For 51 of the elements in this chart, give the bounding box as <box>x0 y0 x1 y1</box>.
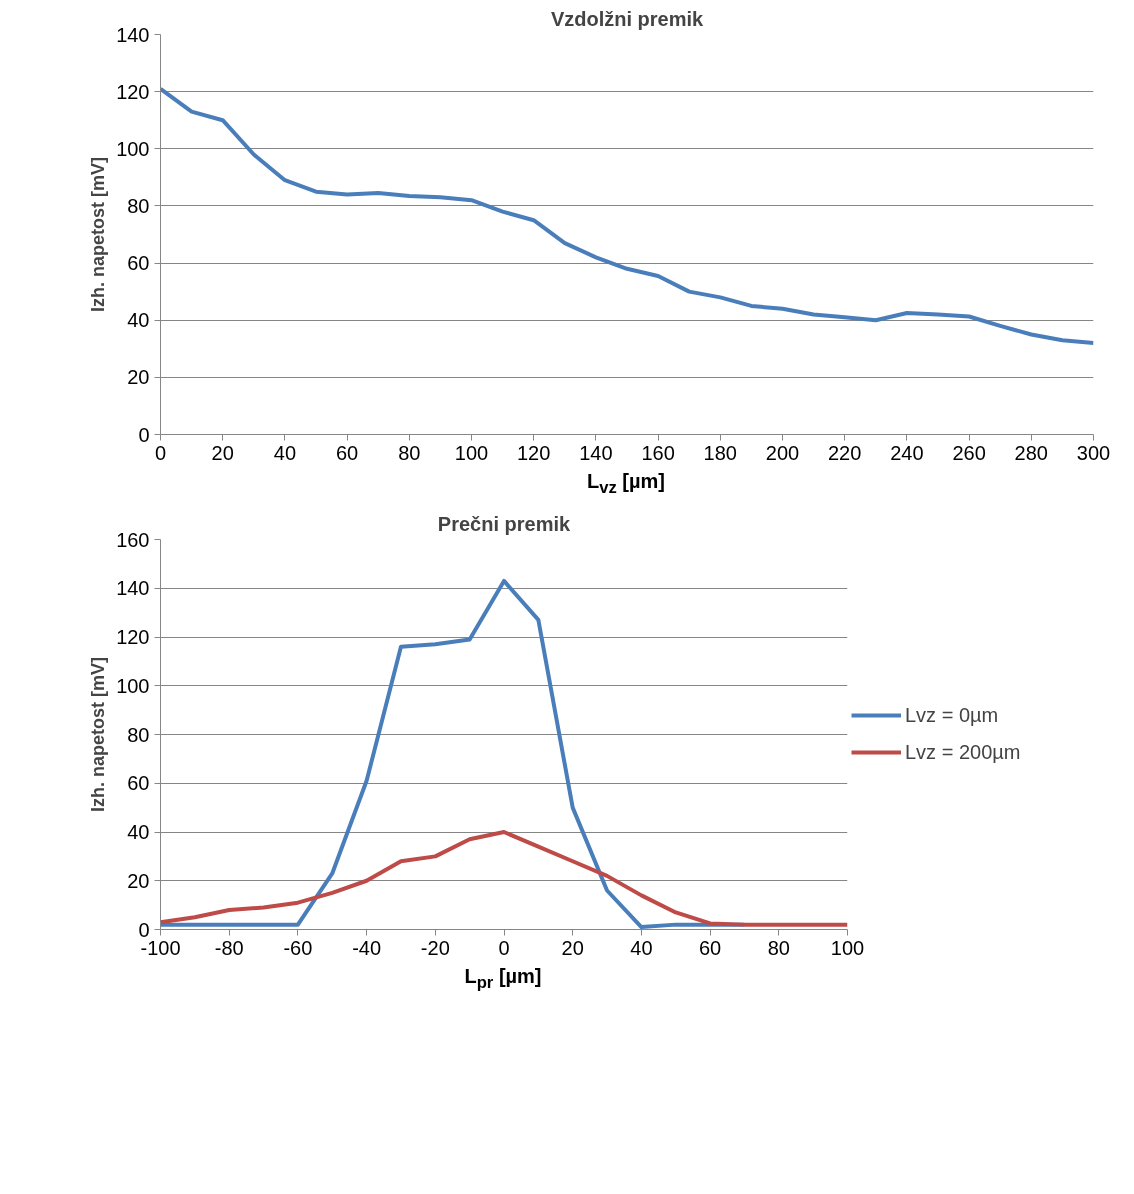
x-tick-label: -20 <box>420 936 450 959</box>
y-tick-label: 60 <box>127 252 150 275</box>
y-tick-label: 140 <box>116 23 150 46</box>
x-tick-label: 20 <box>211 441 234 464</box>
line-series <box>160 86 1094 346</box>
x-tick-label: 300 <box>1076 441 1111 464</box>
x-axis-title: L$_{pr}$ [µm] <box>463 963 543 994</box>
x-tick-label: 160 <box>641 441 675 464</box>
y-tick-label: 40 <box>127 820 150 843</box>
y-tick-label: 0 <box>138 423 150 446</box>
x-tick-label: 120 <box>517 441 551 464</box>
x-tick-label: -40 <box>352 936 382 959</box>
chart-title: Vzdolžni premik <box>550 7 704 30</box>
y-tick-label: 120 <box>116 80 150 103</box>
y-tick-label: 140 <box>116 577 150 600</box>
x-tick-label: 200 <box>765 441 800 464</box>
x-tick-label: 80 <box>767 936 790 959</box>
x-tick-label: 80 <box>398 441 421 464</box>
x-tick-label: 220 <box>828 441 862 464</box>
y-tick-label: 100 <box>116 674 150 697</box>
x-tick-label: 0 <box>498 936 510 959</box>
legend-label: Lvz = 200µm <box>905 740 1021 764</box>
legend-label: Lvz = 0µm <box>905 703 999 727</box>
y-tick-label: 80 <box>127 194 150 217</box>
y-tick-label: 40 <box>127 309 150 332</box>
x-tick-label: 100 <box>830 936 865 959</box>
x-tick-label: 40 <box>273 441 297 464</box>
x-tick-label: 260 <box>952 441 986 464</box>
x-tick-label: -60 <box>283 936 313 959</box>
y-tick-label: 20 <box>127 366 150 389</box>
x-tick-label: 60 <box>335 441 359 464</box>
x-tick-label: 240 <box>890 441 924 464</box>
x-tick-label: 0 <box>154 441 167 464</box>
x-tick-label: 100 <box>454 441 489 464</box>
x-tick-label: -80 <box>214 936 244 959</box>
y-axis-title: Izh. napetost [mV] <box>88 656 109 812</box>
y-axis-title: Izh. napetost [mV] <box>88 156 109 312</box>
x-tick-label: 40 <box>630 936 653 959</box>
y-tick-label: 100 <box>116 137 150 160</box>
y-tick-label: 160 <box>116 528 150 551</box>
chart-title: Prečni premik <box>437 512 572 535</box>
y-tick-label: 120 <box>116 625 150 648</box>
x-tick-label: 20 <box>561 936 584 959</box>
x-tick-label: 140 <box>579 441 613 464</box>
y-tick-label: 60 <box>127 772 150 795</box>
y-tick-label: 80 <box>127 723 150 746</box>
x-tick-label: 280 <box>1014 441 1048 464</box>
x-tick-label: 180 <box>703 441 737 464</box>
y-tick-label: 20 <box>127 869 150 892</box>
x-axis-title: L$_{vz}$ [µm] <box>586 469 666 499</box>
x-tick-label: 60 <box>698 936 722 959</box>
